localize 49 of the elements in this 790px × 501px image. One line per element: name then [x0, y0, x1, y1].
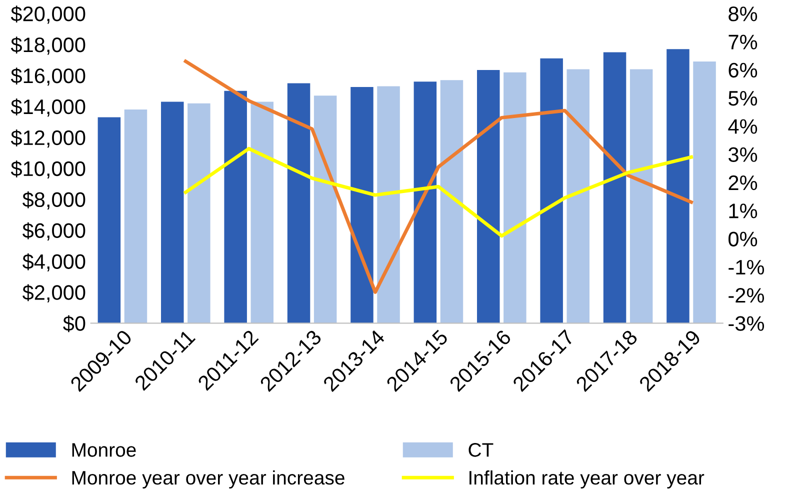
bar	[124, 110, 148, 324]
y2-tick-label: -2%	[728, 288, 764, 303]
bar	[504, 72, 526, 324]
bar	[98, 117, 121, 324]
line-series	[184, 146, 693, 238]
y2-tick-label: 4%	[728, 119, 758, 134]
y-tick-label: $16,000	[10, 68, 86, 86]
y2-tick-label: 6%	[728, 62, 758, 78]
bar	[377, 86, 400, 324]
bar	[540, 58, 563, 324]
bar	[477, 70, 500, 324]
bar	[314, 96, 337, 324]
legend-label: CT	[468, 443, 494, 457]
bar	[161, 102, 184, 324]
y-tick-label: $14,000	[10, 98, 86, 117]
y-tick-label: $12,000	[10, 130, 86, 148]
bar	[440, 80, 464, 324]
y2-tick-label: 5%	[728, 91, 758, 106]
y2-tick-label: -3%	[728, 316, 764, 331]
y2-tick-label: 7%	[728, 34, 758, 50]
bar	[224, 90, 247, 324]
bar	[188, 103, 210, 324]
y2-tick-label: -1%	[728, 260, 764, 275]
bar	[250, 102, 274, 324]
y2-tick-label: 8%	[728, 6, 758, 22]
bar	[566, 69, 590, 324]
legend-label: Inflation rate year over year	[470, 470, 704, 489]
y2-tick-label: 3%	[728, 147, 758, 162]
bar	[630, 69, 653, 324]
y2-tick-label: 1%	[729, 204, 758, 218]
y2-tick-label: 2%	[728, 175, 758, 190]
line-series	[184, 60, 693, 294]
bar	[414, 82, 437, 324]
bar	[603, 52, 626, 324]
y-tick-label: $4,000	[22, 253, 86, 272]
bar	[287, 83, 310, 324]
bar	[350, 87, 374, 324]
y-tick-label: $0	[63, 315, 86, 332]
legend-label: Monroe	[72, 443, 136, 457]
y2-tick-label: 0%	[728, 232, 758, 246]
bar	[666, 49, 690, 324]
y-tick-label: $2,000	[22, 284, 86, 302]
y-tick-label: $18,000	[10, 36, 86, 55]
y-tick-label: $6,000	[22, 222, 86, 240]
y-tick-label: $10,000	[10, 160, 86, 179]
legend-label: Monroe year over year increase	[72, 470, 344, 489]
y-tick-label: $20,000	[10, 6, 86, 24]
y-tick-label: $8,000	[22, 191, 86, 210]
bar	[693, 62, 716, 324]
